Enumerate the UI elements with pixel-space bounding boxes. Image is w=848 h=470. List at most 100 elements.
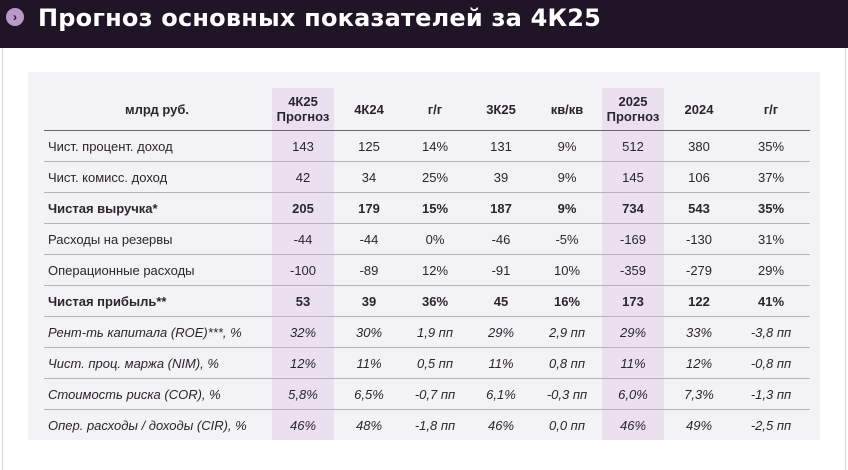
table-cell: 0% (402, 223, 468, 255)
table-cell: 12% (666, 347, 732, 379)
table-cell: 30% (336, 316, 402, 348)
table-cell: 39 (336, 285, 402, 317)
table-cell: 0,0 пп (549, 417, 585, 433)
table-cell: 6,5% (336, 378, 402, 410)
frame-border (2, 48, 3, 470)
column-header: г/г (402, 88, 468, 131)
row-label: Чист. комисс. доход (44, 161, 270, 193)
row-label: Опер. расходы / доходы (CIR), % (48, 417, 247, 433)
table-cell: 125 (336, 130, 402, 162)
table-cell: -89 (336, 254, 402, 286)
column-header: 4К25 Прогноз (270, 88, 336, 131)
table-cell: 33% (666, 316, 732, 348)
table-cell: 10% (534, 254, 600, 286)
table-cell: -91 (468, 254, 534, 286)
table-cell: 11% (336, 347, 402, 379)
table-cell: 9% (534, 192, 600, 224)
table-cell: 37% (732, 161, 810, 193)
table-cell: 5,8% (270, 378, 336, 410)
table-cell: 46% (289, 417, 317, 433)
table-cell: 543 (666, 192, 732, 224)
table-cell: -44 (270, 223, 336, 255)
table-cell: 9% (534, 130, 600, 162)
table-cell: 35% (732, 130, 810, 162)
table-cell: 380 (666, 130, 732, 162)
table-cell: 29% (600, 316, 666, 348)
table-cell: 173 (600, 285, 666, 317)
frame-border (845, 48, 846, 470)
table-row: Чистая прибыль** 53 39 36% 45 16% 173 122 41% (44, 285, 810, 317)
indicators-table: млрд руб. 4К25 Прогноз 4К24 г/г 3К25 кв/кв 202… (44, 88, 810, 440)
table-cell: -3,8 пп (732, 316, 810, 348)
table-row: Операционные расходы -100 -89 12% -91 10% -359… (44, 254, 810, 286)
row-label: Операционные расходы (44, 254, 270, 286)
table-cell: 25% (402, 161, 468, 193)
table-cell: 29% (732, 254, 810, 286)
table-cell: 14% (402, 130, 468, 162)
table-cell: -130 (666, 223, 732, 255)
table-cell: 32% (270, 316, 336, 348)
table-cell: 34 (336, 161, 402, 193)
column-header: кв/кв (534, 88, 600, 131)
table-row: Чист. проц. маржа (NIM), % 12% 11% 0,5 пп 11… (44, 347, 810, 379)
table-cell: 9% (534, 161, 600, 193)
column-header: 2024 (666, 88, 732, 131)
table-cell: -359 (600, 254, 666, 286)
table-cell: 11% (468, 347, 534, 379)
table-cell: 16% (534, 285, 600, 317)
table-cell: 48% (355, 417, 383, 433)
column-header: 2025 Прогноз (600, 88, 666, 131)
table-row: Рент-ть капитала (ROE)***, % 32% 30% 1,9 пп… (44, 316, 810, 348)
header-bar: › Прогноз основных показателей за 4К25 (0, 0, 848, 48)
table-header-row: млрд руб. 4К25 Прогноз 4К24 г/г 3К25 кв/кв 202… (44, 88, 810, 131)
table-cell: -169 (600, 223, 666, 255)
table-cell: 143 (270, 130, 336, 162)
table-cell: 145 (600, 161, 666, 193)
chevron-right-icon: › (6, 8, 24, 26)
table-cell: 46% (619, 417, 647, 433)
table-cell: 187 (468, 192, 534, 224)
table-cell: 45 (468, 285, 534, 317)
table-cell: 39 (468, 161, 534, 193)
table-cell: -0,7 пп (402, 378, 468, 410)
table-row: Стоимость риска (COR), % 5,8% 6,5% -0,7 пп 6… (44, 378, 810, 410)
table-cell: 41% (732, 285, 810, 317)
table-cell: 35% (732, 192, 810, 224)
row-label: Чист. процент. доход (44, 130, 270, 162)
table-cell: 2,9 пп (534, 316, 600, 348)
table-cell: 205 (270, 192, 336, 224)
table-cell: -279 (666, 254, 732, 286)
table-cell: -2,5 пп (750, 417, 792, 433)
table-cell: -100 (270, 254, 336, 286)
table-cell: -5% (534, 223, 600, 255)
column-header: млрд руб. (44, 88, 270, 131)
row-label: Стоимость риска (COR), % (44, 378, 270, 410)
table-row: Чист. комисс. доход 42 34 25% 39 9% 145 106 37% (44, 161, 810, 193)
table-cell: 42 (270, 161, 336, 193)
table-cell: 179 (336, 192, 402, 224)
table-cell: 46% (487, 417, 515, 433)
table-cell: 131 (468, 130, 534, 162)
table-cell: 6,1% (468, 378, 534, 410)
table-cell: 12% (270, 347, 336, 379)
table-cell: 0,8 пп (534, 347, 600, 379)
table-cell: 36% (402, 285, 468, 317)
table-cell: 122 (666, 285, 732, 317)
row-label: Чистая прибыль** (44, 285, 270, 317)
column-header: 4К24 (336, 88, 402, 131)
table-cell: -0,8 пп (732, 347, 810, 379)
row-label: Расходы на резервы (44, 223, 270, 255)
table-cell: -44 (336, 223, 402, 255)
table-cell: -46 (468, 223, 534, 255)
table-cell: 49% (685, 417, 713, 433)
table-cell: 6,0% (600, 378, 666, 410)
column-header: 3К25 (468, 88, 534, 131)
table-cell: 11% (600, 347, 666, 379)
table-cell: 31% (732, 223, 810, 255)
table-row: Чист. процент. доход 143 125 14% 131 9% 512 380… (44, 130, 810, 162)
table-cell: 15% (402, 192, 468, 224)
table-cell: 106 (666, 161, 732, 193)
table-row: Опер. расходы / доходы (CIR), % 46% 48% -1,… (44, 410, 810, 441)
table-cell: 29% (468, 316, 534, 348)
row-label: Рент-ть капитала (ROE)***, % (44, 316, 270, 348)
